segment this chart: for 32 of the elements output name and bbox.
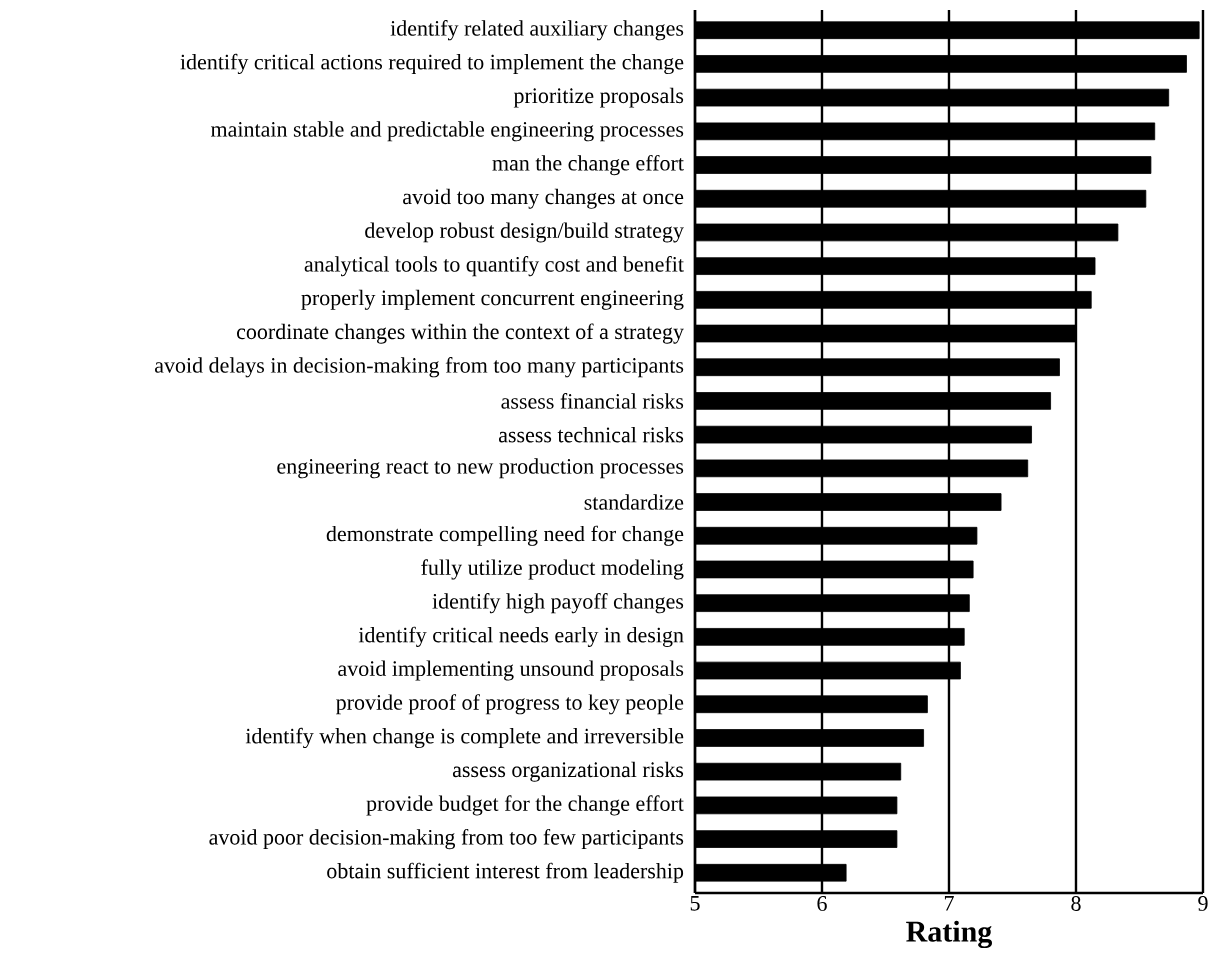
y-tick-label: analytical tools to quantify cost and benefit bbox=[304, 256, 684, 277]
y-tick-label: identify critical needs early in design bbox=[358, 626, 684, 647]
y-tick-label: assess organizational risks bbox=[452, 761, 684, 782]
y-tick-label: engineering react to new production processes bbox=[277, 458, 684, 479]
y-tick-label: obtain sufficient interest from leadership bbox=[327, 862, 684, 883]
x-tick-label: 7 bbox=[944, 896, 954, 911]
x-tick-label: 9 bbox=[1198, 896, 1208, 911]
y-tick-label: develop robust design/build strategy bbox=[365, 222, 684, 243]
y-tick-label: identify when change is complete and irreversible bbox=[245, 727, 684, 749]
y-tick-label: maintain stable and predictable engineering processes bbox=[210, 121, 684, 142]
x-tick-label: 8 bbox=[1071, 896, 1081, 911]
y-tick-label: identify related auxiliary changes bbox=[390, 20, 684, 41]
x-axis-title: Rating bbox=[906, 920, 993, 949]
y-tick-label: prioritize proposals bbox=[513, 87, 684, 108]
x-tick-label: 6 bbox=[817, 896, 827, 911]
x-tick-label: 5 bbox=[690, 896, 700, 911]
y-tick-label: provide budget for the change effort bbox=[366, 795, 684, 816]
y-tick-label: provide proof of progress to key people bbox=[336, 694, 684, 715]
y-tick-label: identify high payoff changes bbox=[432, 593, 684, 614]
y-tick-label: assess technical risks bbox=[498, 426, 684, 443]
y-tick-label: assess financial risks bbox=[501, 393, 684, 409]
y-tick-label: avoid delays in decision-making from too many participants bbox=[155, 357, 684, 378]
y-tick-label: fully utilize product modeling bbox=[421, 559, 684, 580]
y-tick-label: avoid too many changes at once bbox=[403, 188, 684, 209]
y-tick-label: demonstrate compelling need for change bbox=[326, 525, 684, 546]
y-tick-label: man the change effort bbox=[492, 154, 684, 176]
y-tick-label: avoid implementing unsound proposals bbox=[338, 660, 684, 681]
y-tick-label: identify critical actions required to implement the change bbox=[180, 53, 684, 75]
y-tick-label: properly implement concurrent engineering bbox=[301, 289, 684, 310]
y-tick-label: avoid poor decision-making from too few participants bbox=[209, 828, 684, 850]
y-tick-label: coordinate changes within the context of a strategy bbox=[236, 323, 684, 344]
y-tick-label: standardize bbox=[584, 494, 684, 510]
